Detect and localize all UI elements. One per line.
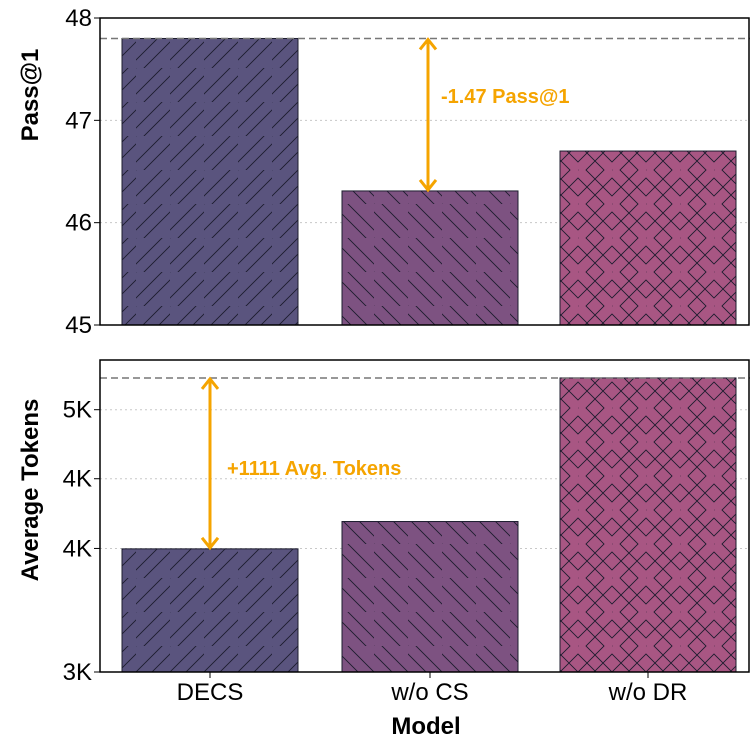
average-tokens-annotation-text: +1111 Avg. Tokens (227, 458, 401, 480)
average-tokens-y-tick-label: 4K (63, 466, 92, 493)
pass-at-1-frame (99, 17, 750, 326)
x-tick-label: DECS (177, 679, 244, 706)
pass-at-1-y-axis-label: Pass@1 (17, 49, 44, 142)
pass-at-1-y-tick-label: 48 (65, 5, 92, 32)
average-tokens-frame (99, 359, 750, 673)
x-tick-label: w/o CS (390, 679, 468, 706)
average-tokens-bar-hatch (559, 377, 737, 673)
pass-at-1-y-tick-label: 45 (65, 312, 92, 339)
pass-at-1-y-tick-label: 46 (65, 210, 92, 237)
pass-at-1-bar-hatch (121, 37, 299, 326)
average-tokens-y-tick-label: 5K (63, 397, 92, 424)
average-tokens-bar-hatch (121, 548, 299, 673)
average-tokens-y-axis-label: Average Tokens (17, 399, 44, 582)
pass-at-1-bar-hatch (341, 190, 519, 326)
average-tokens-bar-hatch (341, 521, 519, 673)
pass-at-1-arrowhead-top (418, 37, 438, 51)
pass-at-1-arrowhead-bottom (418, 179, 438, 193)
x-tick-label: w/o DR (608, 679, 688, 706)
average-tokens-arrowhead-bottom (200, 536, 220, 551)
average-tokens-y-tick-label: 4K (63, 535, 92, 562)
average-tokens-arrowhead-top (200, 376, 220, 390)
pass-at-1-annotation-text: -1.47 Pass@1 (441, 86, 569, 108)
x-axis-label: Model (391, 713, 460, 740)
pass-at-1-y-tick-label: 47 (65, 107, 92, 134)
average-tokens-panel: 3K 4K 4K 5K +1111 Avg. Tokens Average Tokens D… (17, 359, 750, 706)
average-tokens-y-tick-label: 3K (63, 659, 92, 686)
pass-at-1-bar-hatch (559, 150, 737, 326)
pass-at-1-panel: 45 46 47 48 -1.47 Pass@1 Pass@1 (17, 5, 750, 339)
